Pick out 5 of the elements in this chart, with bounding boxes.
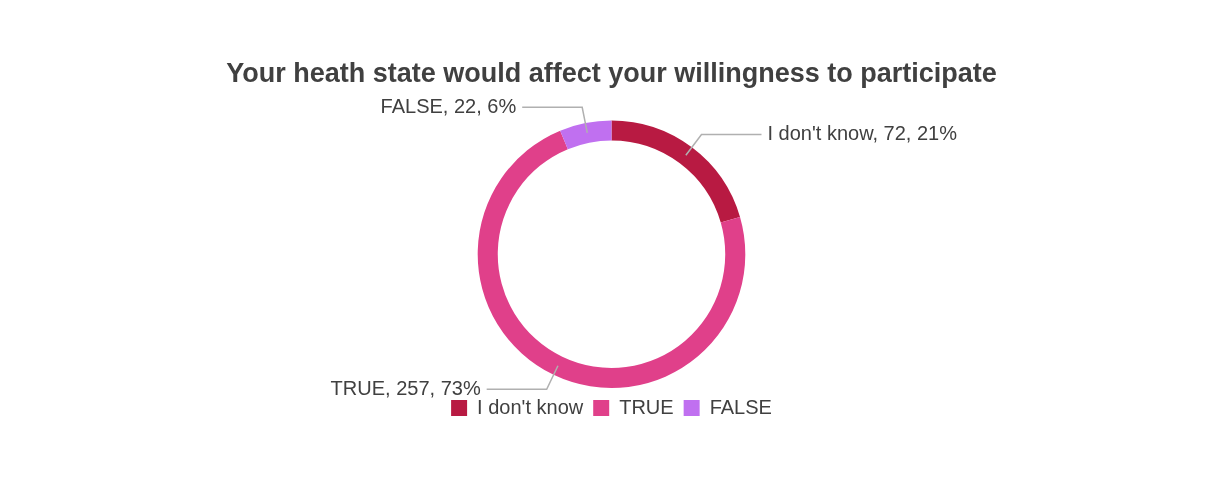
chart-title: Your heath state would affect your willingness to participate [226, 57, 997, 88]
legend-label: FALSE [709, 395, 772, 418]
legend-label: TRUE [619, 395, 674, 418]
data-label: FALSE, 22, 6% [380, 94, 517, 117]
data-label: I don't know, 72, 21% [767, 121, 958, 144]
